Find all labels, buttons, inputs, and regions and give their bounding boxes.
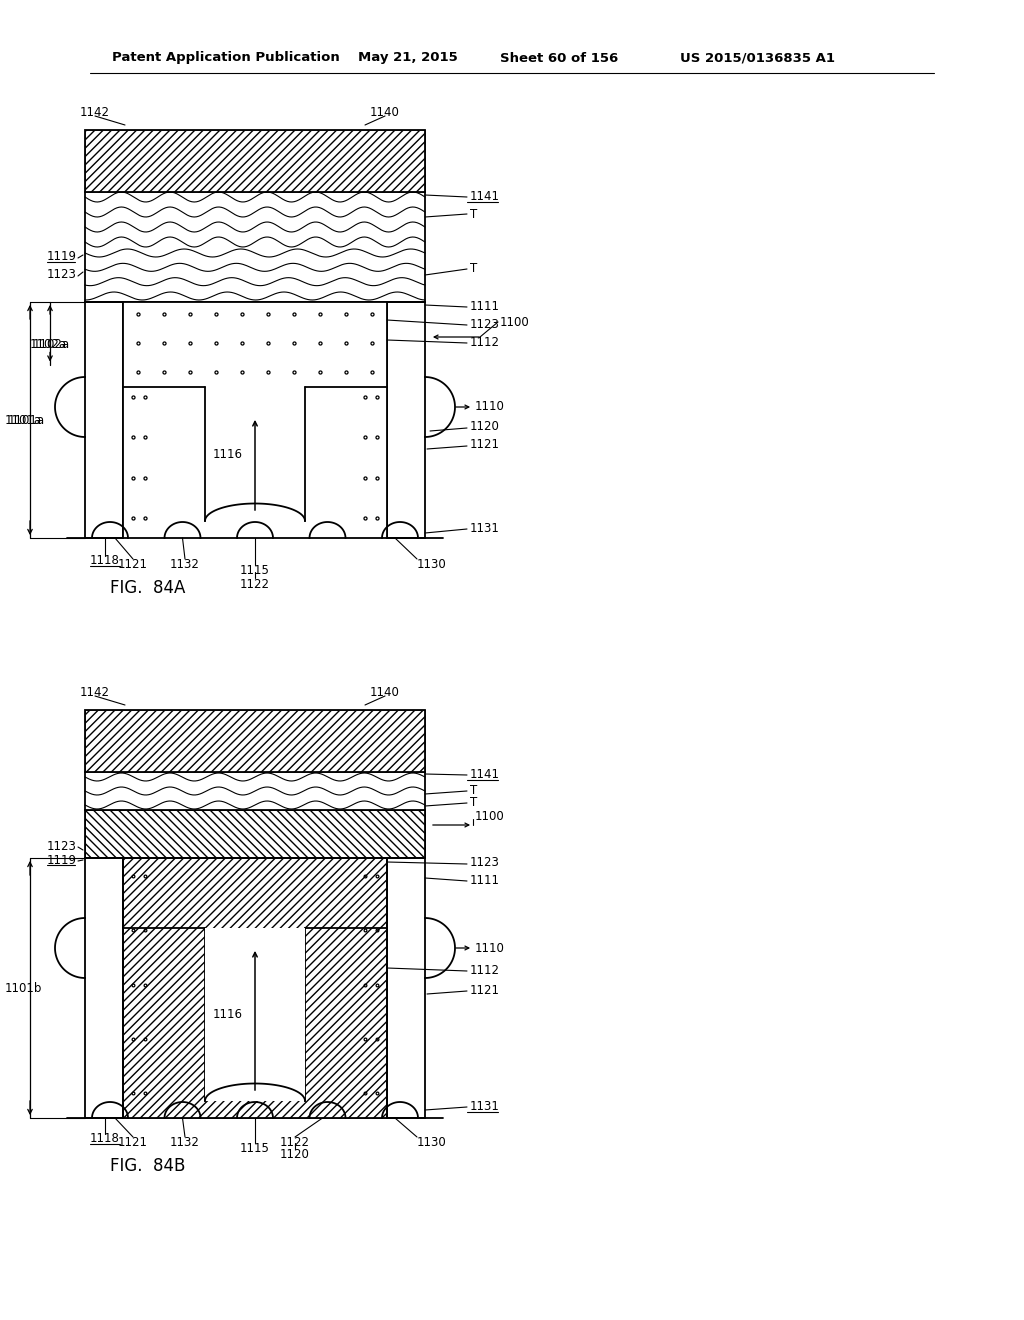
Text: 1116: 1116 <box>213 1008 243 1020</box>
Text: 1122: 1122 <box>280 1135 310 1148</box>
Text: 1141: 1141 <box>470 190 500 203</box>
Text: 1142: 1142 <box>80 106 110 119</box>
Text: 1112: 1112 <box>470 335 500 348</box>
Text: 1101a: 1101a <box>8 413 45 426</box>
Text: 1118: 1118 <box>90 554 120 568</box>
Text: T: T <box>470 796 477 808</box>
Text: Patent Application Publication: Patent Application Publication <box>112 51 340 65</box>
Text: T: T <box>470 207 477 220</box>
Bar <box>85 129 425 191</box>
Bar <box>123 302 387 539</box>
Text: 1131: 1131 <box>470 1100 500 1113</box>
Text: 1130: 1130 <box>417 557 446 570</box>
Text: 1102a: 1102a <box>33 338 70 351</box>
Text: T: T <box>470 784 477 796</box>
Text: 1119: 1119 <box>47 854 77 866</box>
Text: 1101b: 1101b <box>5 982 42 994</box>
Bar <box>123 858 387 1118</box>
Text: 1131: 1131 <box>470 521 500 535</box>
Text: 1123: 1123 <box>470 857 500 870</box>
Text: 1102a: 1102a <box>30 338 67 351</box>
Text: 1122: 1122 <box>240 578 270 590</box>
Bar <box>85 710 425 772</box>
Text: 1110: 1110 <box>475 941 505 954</box>
Text: 1101a: 1101a <box>5 413 42 426</box>
Text: FIG.  84B: FIG. 84B <box>110 1158 185 1175</box>
Text: 1110: 1110 <box>475 400 505 413</box>
Text: 1119: 1119 <box>47 251 77 264</box>
Bar <box>85 858 123 1118</box>
Text: 1121: 1121 <box>118 557 148 570</box>
Text: 1132: 1132 <box>170 557 200 570</box>
Text: 1121: 1121 <box>118 1135 148 1148</box>
Text: 1141: 1141 <box>470 768 500 781</box>
Text: 1121: 1121 <box>470 438 500 451</box>
Bar <box>85 129 425 191</box>
Bar <box>85 810 425 858</box>
Text: 1140: 1140 <box>370 106 400 119</box>
Text: 1142: 1142 <box>80 685 110 698</box>
Text: 1111: 1111 <box>470 874 500 887</box>
Bar <box>387 858 425 1118</box>
Text: 1140: 1140 <box>370 685 400 698</box>
Text: 1130: 1130 <box>417 1135 446 1148</box>
Text: 1111: 1111 <box>470 301 500 314</box>
Bar <box>387 858 425 1118</box>
Text: 1116: 1116 <box>213 447 243 461</box>
Text: 1115: 1115 <box>240 565 270 578</box>
Text: 1123: 1123 <box>47 268 77 281</box>
Text: 1123: 1123 <box>470 318 500 330</box>
Text: Sheet 60 of 156: Sheet 60 of 156 <box>500 51 618 65</box>
Text: May 21, 2015: May 21, 2015 <box>358 51 458 65</box>
Text: 1132: 1132 <box>170 1135 200 1148</box>
Text: 1115: 1115 <box>240 1143 270 1155</box>
Text: 1120: 1120 <box>280 1148 310 1162</box>
Bar <box>387 302 425 539</box>
Text: 1121: 1121 <box>470 983 500 997</box>
Text: 1123: 1123 <box>47 840 77 853</box>
Text: 1100: 1100 <box>500 315 529 329</box>
Bar <box>85 302 123 539</box>
Text: 1120: 1120 <box>470 421 500 433</box>
Text: FIG.  84A: FIG. 84A <box>110 579 185 597</box>
Bar <box>205 928 305 1101</box>
Bar <box>85 710 425 772</box>
Text: US 2015/0136835 A1: US 2015/0136835 A1 <box>680 51 835 65</box>
Bar <box>85 858 123 1118</box>
Text: 1118: 1118 <box>90 1133 120 1146</box>
Text: 1100: 1100 <box>475 810 505 824</box>
Text: 1112: 1112 <box>470 964 500 977</box>
Text: T: T <box>470 263 477 276</box>
